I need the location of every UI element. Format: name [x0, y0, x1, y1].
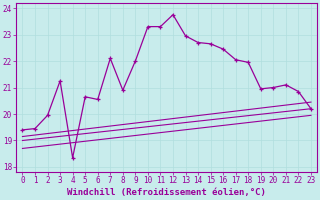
- X-axis label: Windchill (Refroidissement éolien,°C): Windchill (Refroidissement éolien,°C): [67, 188, 266, 197]
